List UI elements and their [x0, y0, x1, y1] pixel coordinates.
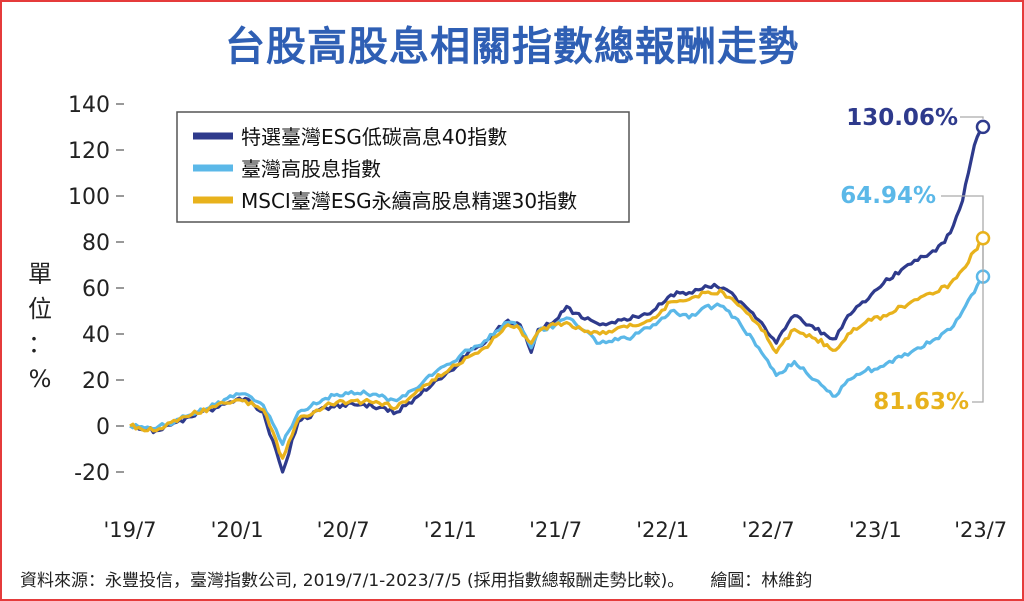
- leader-line: [972, 230, 984, 403]
- x-tick-label: '19/7: [104, 518, 157, 542]
- series-end-marker: [975, 231, 991, 246]
- y-tick-label: 140: [68, 93, 110, 118]
- x-tick-label: '20/7: [317, 518, 370, 542]
- x-tick-label: '22/7: [742, 518, 795, 542]
- y-axis-label-char: 單: [28, 260, 52, 288]
- y-tick-label: 60: [82, 277, 110, 302]
- legend-label: 臺灣高股息指數: [241, 157, 381, 181]
- y-tick-label: -20: [74, 461, 110, 486]
- chart-title: 台股高股息相關指數總報酬走勢: [225, 24, 799, 70]
- legend-label: MSCI臺灣ESG永續高股息精選30指數: [241, 189, 577, 213]
- series-end-marker: [975, 119, 991, 135]
- y-tick-label: 100: [68, 185, 110, 210]
- y-tick-label: 0: [96, 415, 110, 440]
- x-tick-label: '21/1: [424, 518, 477, 542]
- y-tick-label: 40: [82, 323, 110, 348]
- x-tick-label: '22/1: [636, 518, 689, 542]
- x-tick-label: '21/7: [529, 518, 582, 542]
- series-line: [129, 125, 985, 474]
- series-end-label: 130.06%: [846, 105, 958, 131]
- y-tick-label: 80: [82, 231, 110, 256]
- x-tick-label: '23/1: [849, 518, 902, 542]
- y-axis-label-char: ：: [28, 330, 52, 358]
- legend-label: 特選臺灣ESG低碳高息40指數: [241, 125, 507, 149]
- x-tick-label: '23/7: [954, 518, 1007, 542]
- y-tick-label: 20: [82, 369, 110, 394]
- legend-box: [176, 111, 630, 223]
- series-end-label: 64.94%: [840, 183, 936, 209]
- x-tick-label: '20/1: [211, 518, 264, 542]
- y-axis-label-char: %: [29, 365, 52, 393]
- y-axis-label-char: 位: [28, 295, 52, 323]
- credit-note: 繪圖：林維鈞: [710, 571, 813, 591]
- source-note: 資料來源：永豐投信，臺灣指數公司, 2019/7/1-2023/7/5 (採用指…: [20, 571, 685, 591]
- series-end-label: 81.63%: [873, 389, 969, 415]
- y-tick-label: 120: [68, 139, 110, 164]
- series-line: [129, 275, 985, 446]
- leader-line: [960, 116, 984, 119]
- series-line: [129, 236, 984, 460]
- source-footer: 資料來源：永豐投信，臺灣指數公司, 2019/7/1-2023/7/5 (採用指…: [20, 566, 812, 591]
